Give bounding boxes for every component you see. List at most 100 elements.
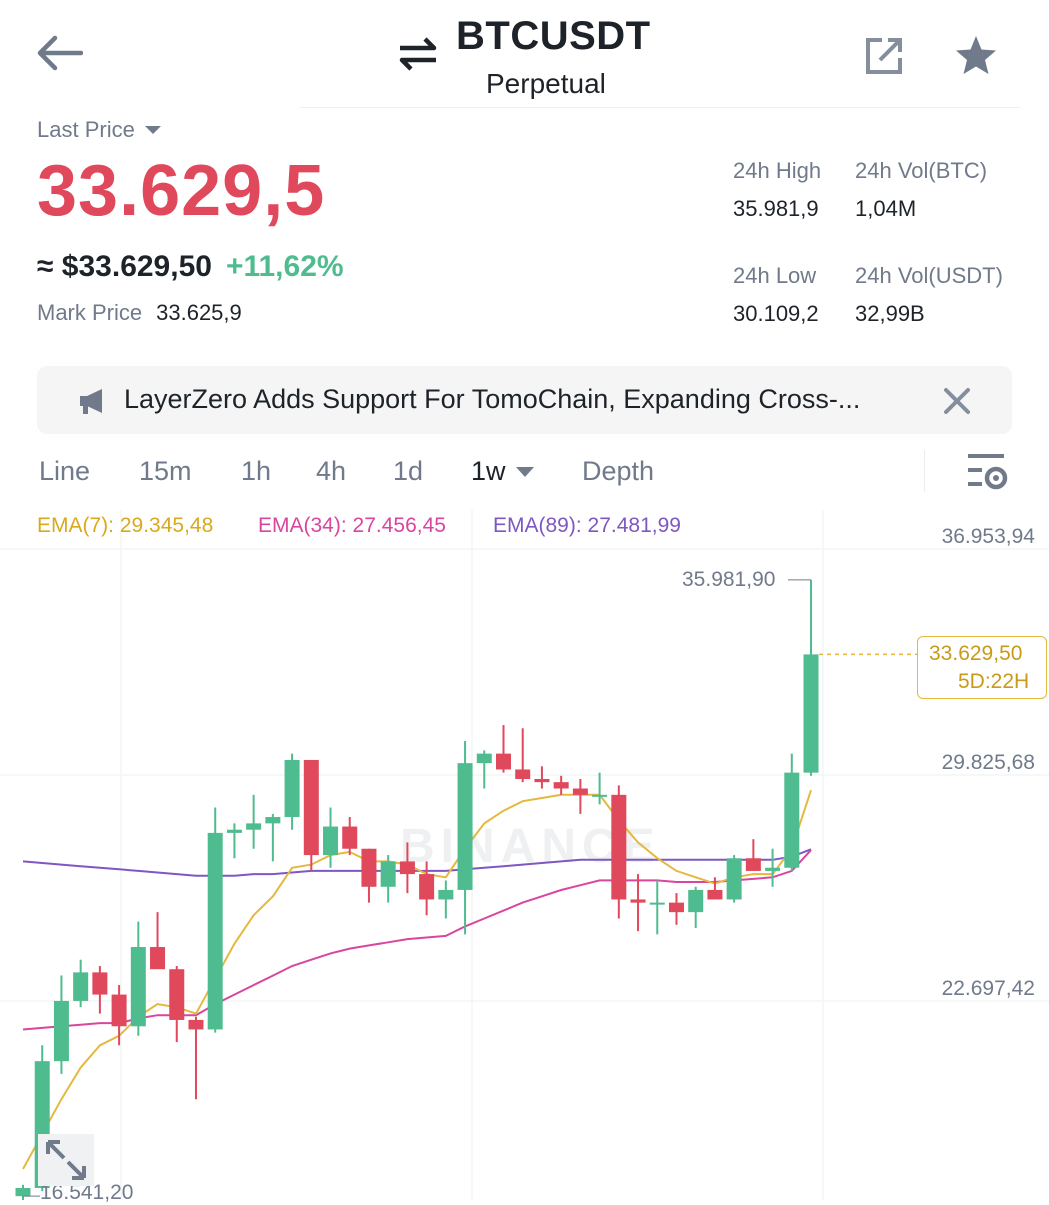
announcement-text[interactable]: LayerZero Adds Support For TomoChain, Ex…	[124, 384, 861, 414]
contract-type: Perpetual	[486, 68, 606, 99]
candle-body	[688, 889, 704, 913]
candle-body	[342, 826, 358, 849]
high-24h-value: 35.981,9	[733, 196, 819, 221]
tab-depth[interactable]: Depth	[582, 456, 655, 486]
change-percent: +11,62%	[225, 250, 344, 283]
last-price-label: Last Price	[37, 117, 135, 142]
megaphone-icon	[80, 389, 102, 414]
candle-body	[73, 972, 89, 1001]
tab-line[interactable]: Line	[39, 456, 91, 486]
candle-body	[130, 947, 146, 1027]
header-divider	[300, 107, 1020, 108]
candle-body	[630, 899, 646, 903]
caret-down-icon	[515, 466, 534, 477]
current-price-label: 33.629,50	[929, 642, 1023, 665]
y-axis-label: 36.953,94	[941, 525, 1035, 548]
tab-15m[interactable]: 15m	[139, 456, 192, 486]
candle-body	[515, 769, 531, 779]
candle-body	[611, 794, 627, 900]
ema-lines	[22, 789, 812, 1170]
tab-4h[interactable]: 4h	[316, 456, 347, 486]
approx-usd-price: ≈ $33.629,50	[37, 250, 212, 283]
tab-1h[interactable]: 1h	[241, 456, 272, 486]
candle-body	[361, 848, 377, 887]
low-24h-label: 24h Low	[733, 263, 817, 288]
price-marks	[23, 579, 917, 1197]
tab-divider	[924, 450, 925, 492]
expand-chart-button[interactable]	[38, 1134, 94, 1186]
tab-1d[interactable]: 1d	[393, 456, 424, 486]
candle-body	[784, 772, 800, 868]
back-button[interactable]	[32, 30, 88, 76]
candle-body	[745, 858, 761, 871]
ema89-label: EMA(89): 27.481,99	[493, 514, 681, 537]
candle-body	[188, 1019, 204, 1030]
candle-body	[399, 861, 415, 875]
candle-body	[150, 947, 166, 970]
candle-body	[419, 874, 435, 900]
low-marker-label: 16.541,20	[40, 1181, 134, 1204]
symbol-title[interactable]: BTCUSDT	[456, 14, 651, 58]
ema7-label: EMA(7): 29.345,48	[37, 514, 214, 537]
candle-body	[169, 969, 185, 1020]
candle-body	[53, 1000, 69, 1062]
vol-usdt-24h-label: 24h Vol(USDT)	[855, 263, 1003, 288]
high-marker-label: 35.981,90	[682, 568, 776, 591]
candle-body	[246, 823, 262, 830]
low-24h-value: 30.109,2	[733, 301, 819, 326]
tab-1w[interactable]: 1w	[471, 456, 534, 487]
candlestick-chart[interactable]: BINANCE	[0, 505, 1049, 1200]
candle-body	[323, 826, 339, 856]
candle-body	[668, 902, 684, 913]
candle-body	[592, 794, 608, 797]
back-arrow-icon	[37, 35, 83, 71]
close-icon[interactable]	[940, 384, 974, 418]
candle-body	[457, 763, 473, 890]
candle-body	[803, 654, 819, 773]
announcement-banner[interactable]	[37, 366, 1012, 434]
vol-usdt-24h-value: 32,99B	[855, 301, 925, 326]
caret-down-icon	[144, 126, 161, 134]
candle-body	[726, 858, 742, 900]
mark-price-label: Mark Price	[37, 300, 143, 325]
candle-body	[284, 759, 300, 818]
mark-price-value: 33.625,9	[156, 300, 242, 325]
candle-body	[476, 753, 492, 764]
mark-price-row: Mark Price 33.625,9	[37, 300, 242, 326]
last-price-selector[interactable]: Last Price	[37, 117, 161, 143]
candle-body	[111, 994, 127, 1027]
candle-body	[207, 832, 223, 1030]
expand-icon	[46, 1140, 86, 1180]
tab-1w-label: 1w	[471, 456, 506, 486]
vol-btc-24h-value: 1,04M	[855, 196, 917, 221]
candle-body	[303, 759, 319, 856]
y-axis-label: 22.697,42	[941, 977, 1035, 1000]
vol-btc-24h-label: 24h Vol(BTC)	[855, 158, 988, 183]
candles	[15, 579, 819, 1200]
y-axis-label: 29.825,68	[941, 751, 1035, 774]
candle-body	[265, 817, 281, 824]
candle-body	[438, 889, 454, 900]
ema34-label: EMA(34): 27.456,45	[258, 514, 446, 537]
candle-body	[572, 788, 588, 795]
candle-body	[92, 972, 108, 995]
current-price-tag	[917, 636, 1047, 699]
candle-body	[765, 867, 781, 871]
candle-body	[534, 778, 550, 783]
chart-settings-icon[interactable]	[960, 448, 1010, 496]
high-24h-label: 24h High	[733, 158, 822, 183]
candle-body	[707, 889, 723, 900]
share-icon[interactable]	[860, 32, 908, 80]
candle-body	[649, 902, 665, 905]
swap-arrows-icon[interactable]	[396, 34, 440, 74]
candle-body	[553, 782, 569, 789]
approx-row: ≈ $33.629,50 +11,62%	[37, 250, 344, 284]
star-icon[interactable]	[950, 32, 1002, 80]
last-price: 33.629,5	[37, 151, 326, 231]
candle-body	[496, 753, 511, 770]
ema7-line	[22, 789, 812, 1170]
ema89-line	[22, 848, 812, 877]
candle-body	[15, 1187, 31, 1197]
candle-countdown: 5D:22H	[958, 670, 1030, 693]
candle-body	[226, 829, 242, 833]
